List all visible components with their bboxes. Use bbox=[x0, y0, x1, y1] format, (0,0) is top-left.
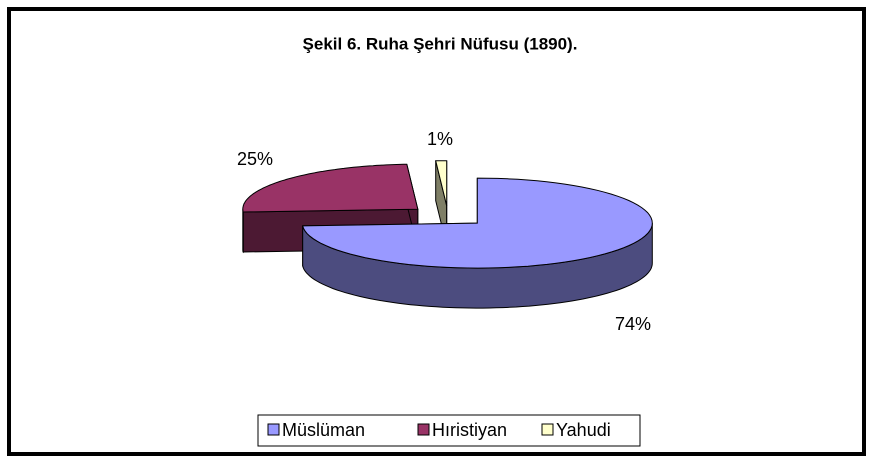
legend-box bbox=[257, 414, 641, 447]
legend-label: Hıristiyan bbox=[432, 420, 507, 440]
slice-top bbox=[302, 177, 653, 269]
legend-swatch bbox=[541, 423, 554, 436]
legend-label: Müslüman bbox=[282, 420, 365, 440]
legend-label: Yahudi bbox=[556, 420, 611, 440]
pie-slice bbox=[435, 160, 448, 246]
data-label: 1% bbox=[427, 129, 453, 149]
slice-top bbox=[435, 160, 448, 206]
legend-swatch bbox=[267, 423, 280, 436]
pie-slice bbox=[302, 177, 653, 309]
slice-top bbox=[242, 163, 419, 213]
data-label: 25% bbox=[237, 149, 273, 169]
legend-swatch bbox=[417, 423, 430, 436]
data-label: 74% bbox=[615, 314, 651, 334]
chart-title: Şekil 6. Ruha Şehri Nüfusu (1890). bbox=[303, 34, 578, 53]
